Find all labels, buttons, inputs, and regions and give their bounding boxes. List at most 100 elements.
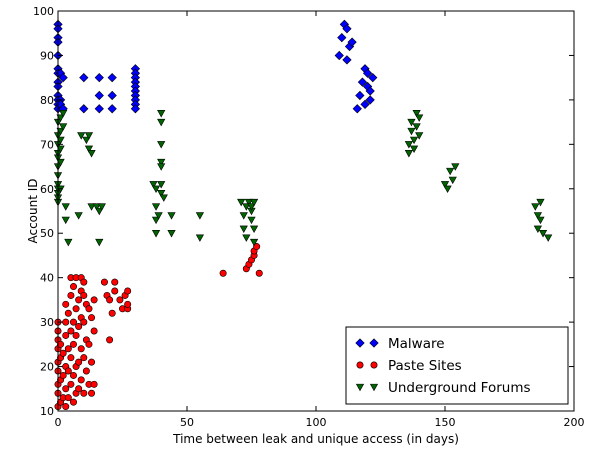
paste-sites-point (64, 367, 72, 375)
series-paste-sites (54, 243, 263, 411)
x-tick-label: 50 (180, 416, 194, 429)
legend-marker-paste-sites (356, 361, 364, 369)
underground-forums-point (531, 203, 540, 211)
underground-forums-point (536, 216, 545, 225)
underground-forums-point (84, 145, 94, 153)
malware-point (79, 73, 89, 83)
legend-label-paste-sites: Paste Sites (388, 358, 462, 374)
underground-forums-point (242, 234, 251, 242)
paste-sites-point (253, 243, 261, 251)
paste-sites-point (85, 305, 93, 313)
malware-point (362, 68, 373, 78)
underground-forums-point (404, 141, 413, 149)
underground-forums-point (149, 181, 158, 189)
underground-forums-point (151, 185, 161, 193)
paste-sites-point (106, 296, 114, 304)
y-tick-label: 90 (40, 49, 54, 62)
underground-forums-point (74, 212, 83, 220)
paste-sites-point (62, 385, 70, 393)
malware-point (347, 37, 357, 47)
underground-forums-point (409, 145, 419, 153)
underground-forums-point (533, 225, 542, 233)
underground-forums-point (407, 127, 416, 136)
underground-forums-point (157, 163, 166, 171)
malware-point (368, 73, 378, 83)
paste-sites-point (57, 340, 65, 348)
underground-forums-point (448, 176, 457, 185)
underground-forums-point (415, 132, 424, 140)
paste-sites-point (64, 345, 72, 353)
paste-sites-point (75, 358, 83, 366)
underground-forums-point (538, 230, 548, 238)
malware-point (352, 104, 362, 114)
paste-sites-point (80, 278, 88, 286)
paste-sites-point (69, 340, 77, 348)
paste-sites-point (69, 371, 77, 379)
paste-sites-point (124, 300, 132, 308)
malware-point (355, 90, 365, 101)
paste-sites-point (255, 269, 263, 277)
underground-forums-point (151, 230, 161, 238)
underground-forums-point (533, 212, 542, 220)
paste-sites-point (75, 385, 83, 393)
underground-forums-point (157, 141, 166, 149)
legend-marker-paste-sites (370, 361, 378, 369)
underground-forums-point (415, 114, 424, 122)
legend-label-underground-forums: Underground Forums (388, 380, 531, 396)
underground-forums-point (157, 190, 166, 198)
y-tick-label: 30 (40, 316, 54, 329)
paste-sites-point (64, 309, 72, 317)
underground-forums-point (157, 181, 166, 189)
underground-forums-point (242, 203, 251, 211)
underground-forums-point (95, 207, 104, 216)
malware-point (365, 86, 375, 96)
paste-sites-point (75, 323, 83, 331)
underground-forums-point (56, 114, 65, 122)
y-tick-label: 40 (40, 272, 54, 285)
malware-point (365, 95, 375, 105)
paste-sites-point (80, 354, 88, 362)
x-tick-label: 200 (564, 416, 585, 429)
malware-point (94, 73, 104, 83)
underground-forums-point (87, 150, 96, 158)
malware-point (357, 77, 368, 87)
paste-sites-point (77, 345, 85, 353)
x-axis-label: Time between leak and unique access (in … (172, 432, 459, 446)
underground-forums-point (154, 212, 163, 220)
paste-sites-point (67, 354, 75, 362)
malware-point (130, 104, 141, 114)
legend-marker-underground-forums (369, 383, 379, 392)
malware-point (342, 55, 352, 65)
underground-forums-point (195, 212, 205, 220)
paste-sites-point (69, 283, 77, 291)
legend-marker-malware (369, 338, 379, 348)
series-underground-forums (53, 110, 553, 247)
x-tick-label: 0 (55, 416, 62, 429)
paste-sites-point (67, 380, 75, 388)
y-axis-label: Account ID (26, 178, 40, 243)
malware-point (360, 99, 370, 109)
underground-forums-point (92, 203, 101, 211)
underground-forums-point (59, 123, 68, 131)
paste-sites-point (100, 278, 108, 286)
paste-sites-point (80, 318, 88, 326)
underground-forums-point (151, 203, 161, 211)
underground-forums-point (61, 216, 70, 225)
paste-sites-point (219, 269, 227, 277)
malware-point (342, 24, 352, 34)
paste-sites-point (106, 336, 114, 344)
malware-point (94, 90, 104, 101)
paste-sites-point (59, 371, 67, 379)
y-tick-label: 70 (40, 138, 54, 151)
paste-sites-point (67, 291, 75, 299)
underground-forums-point (249, 198, 259, 207)
x-tick-label: 100 (306, 416, 327, 429)
underground-forums-point (157, 118, 166, 127)
underground-forums-point (443, 185, 452, 193)
underground-forums-point (412, 123, 421, 131)
underground-forums-point (167, 230, 176, 238)
axis-ticks: 0 50 100 150 200 10 20 30 40 50 60 70 80 90 100 (33, 5, 585, 429)
underground-forums-point (77, 132, 86, 140)
legend-entries: Malware Paste Sites Underground Forums (355, 336, 531, 396)
